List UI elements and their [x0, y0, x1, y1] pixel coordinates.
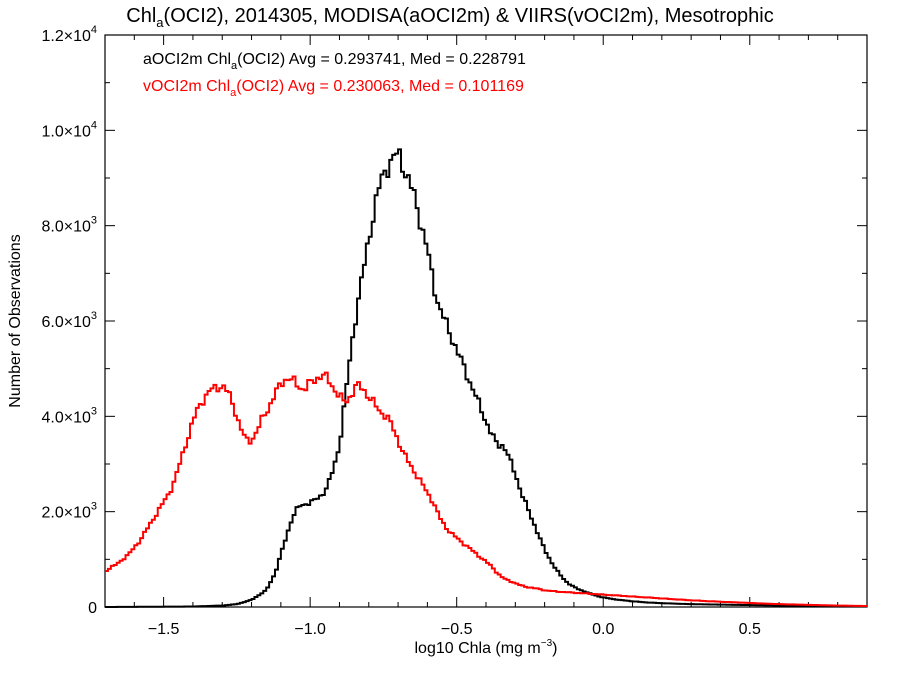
x-tick-label: 0.5	[739, 621, 761, 638]
annotation-line-1: vOCI2m Chla(OCI2) Avg = 0.230063, Med = …	[143, 78, 524, 99]
histogram-series-1	[105, 371, 867, 608]
x-tick-label: −1.0	[294, 621, 326, 638]
x-axis-label: log10 Chla (mg m−3)	[414, 638, 557, 657]
y-tick-label: 6.0×103	[41, 310, 97, 331]
chart-title-subscript: a	[156, 15, 164, 30]
y-tick-label: 2.0×103	[41, 501, 97, 522]
x-tick-label: 0.0	[592, 621, 614, 638]
x-tick-label: −1.5	[148, 621, 180, 638]
y-tick-label: 4.0×103	[41, 405, 97, 426]
annotation-line-0: aOCI2m Chla(OCI2) Avg = 0.293741, Med = …	[143, 51, 526, 72]
plot-frame	[104, 34, 868, 608]
data-series	[105, 148, 867, 608]
y-tick-label: 1.0×104	[41, 119, 97, 140]
y-axis-label: Number of Observations	[7, 234, 24, 407]
axis-ticks: −1.5 −1.0 −0.5 0.0 0.5 0 2.0×103 4.0×103 6.0×103…	[41, 24, 868, 638]
x-tick-label: −0.5	[441, 621, 473, 638]
y-tick-label: 0	[88, 600, 97, 617]
legend-annotations: aOCI2m Chla(OCI2) Avg = 0.293741, Med = …	[143, 51, 526, 99]
y-tick-label: 1.2×104	[41, 24, 97, 45]
y-tick-label: 8.0×103	[41, 215, 97, 236]
chart-title: Chla(OCI2), 2014305, MODISA(aOCI2m) & VI…	[126, 5, 773, 30]
histogram-series-0	[105, 148, 867, 608]
